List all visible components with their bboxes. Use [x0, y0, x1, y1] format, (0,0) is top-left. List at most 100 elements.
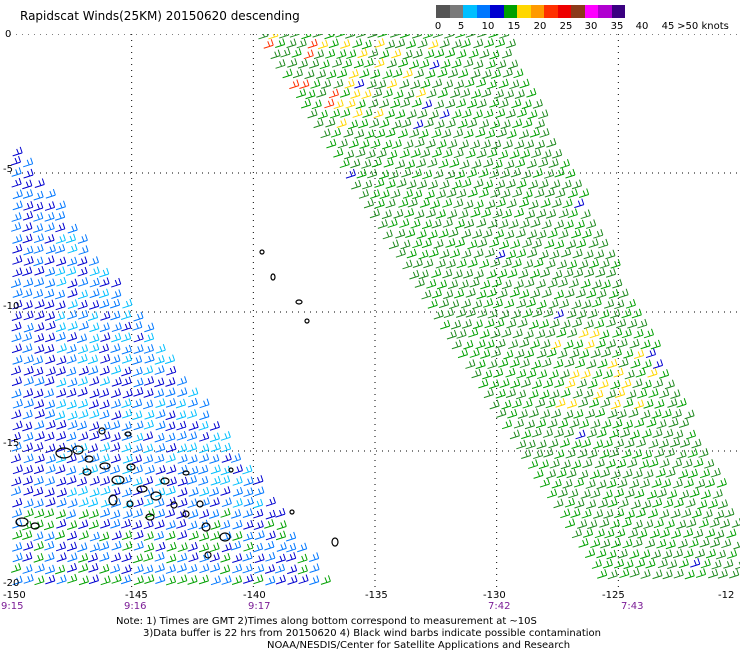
- wind-barb: [374, 198, 385, 209]
- wind-barb: [165, 530, 176, 541]
- island: [108, 494, 118, 506]
- wind-barb: [633, 349, 645, 359]
- wind-barb: [66, 366, 77, 377]
- wind-barb: [532, 307, 543, 318]
- wind-barb: [455, 308, 467, 318]
- wind-barb: [232, 553, 243, 563]
- wind-barb: [89, 531, 100, 542]
- wind-barb: [591, 297, 602, 308]
- wind-barb: [567, 259, 578, 270]
- wind-barb: [521, 169, 532, 180]
- wind-barb: [78, 497, 89, 508]
- wind-barb: [567, 328, 578, 338]
- wind-barb: [574, 198, 585, 209]
- wind-barb: [10, 432, 21, 442]
- wind-barb: [580, 489, 591, 499]
- wind-barb: [489, 168, 500, 179]
- wind-barb: [99, 277, 110, 287]
- wind-barb: [403, 139, 414, 150]
- wind-barb: [120, 574, 132, 585]
- wind-barb: [698, 518, 709, 529]
- wind-barb: [505, 367, 516, 378]
- wind-barb: [199, 432, 210, 442]
- wind-barb: [477, 238, 488, 248]
- wind-barb: [421, 289, 432, 300]
- wind-barb: [591, 279, 602, 290]
- wind-barb: [67, 420, 78, 430]
- wind-barb: [496, 59, 507, 70]
- wind-barb: [379, 49, 390, 60]
- wind-barb: [514, 348, 525, 359]
- wind-barb: [326, 138, 337, 149]
- colorbar-label: 45: [661, 21, 675, 32]
- wind-barb: [187, 498, 198, 509]
- wind-barb: [88, 311, 99, 321]
- wind-barb: [583, 249, 594, 260]
- wind-barb: [221, 497, 232, 508]
- wind-barb: [65, 509, 76, 519]
- wind-barb: [401, 118, 412, 128]
- wind-barb: [554, 239, 565, 250]
- wind-barb: [66, 453, 77, 464]
- wind-barb: [44, 531, 55, 542]
- wind-barb: [538, 179, 549, 189]
- wind-barb: [275, 38, 286, 48]
- wind-barb: [635, 367, 646, 378]
- wind-barb: [433, 99, 445, 110]
- wind-barb: [44, 222, 55, 233]
- wind-barb: [438, 158, 449, 169]
- wind-barb: [67, 256, 78, 267]
- wind-barb: [599, 259, 610, 269]
- wind-barb: [143, 365, 154, 376]
- wind-barb: [535, 329, 546, 339]
- wind-barb: [516, 298, 527, 309]
- wind-barb: [407, 197, 418, 208]
- wind-barb: [622, 468, 633, 479]
- wind-barb: [404, 159, 416, 170]
- island: [201, 522, 211, 532]
- wind-barb: [538, 459, 549, 470]
- wind-barb: [553, 309, 564, 319]
- wind-barb: [549, 389, 560, 400]
- wind-barb: [242, 551, 253, 562]
- wind-barb: [111, 364, 122, 375]
- wind-barb: [404, 89, 415, 100]
- wind-barb: [361, 159, 372, 169]
- wind-barb: [402, 259, 413, 270]
- wind-barb: [12, 189, 23, 200]
- wind-barb: [99, 409, 110, 420]
- wind-barb: [166, 464, 177, 475]
- wind-barb: [395, 109, 406, 119]
- wind-barb: [601, 419, 612, 429]
- wind-barb: [12, 299, 23, 310]
- wind-barb: [45, 320, 56, 331]
- wind-barb: [445, 48, 456, 58]
- wind-barb: [464, 78, 475, 88]
- wind-barb: [98, 343, 110, 354]
- wind-barb: [154, 552, 165, 562]
- wind-barb: [155, 420, 166, 431]
- wind-barb: [501, 258, 512, 268]
- wind-barb: [615, 528, 626, 538]
- wind-barb: [210, 575, 221, 586]
- wind-barb: [610, 258, 621, 269]
- lon-tick-label: -130: [483, 590, 506, 601]
- wind-barb: [517, 409, 528, 419]
- wind-barb: [515, 389, 527, 400]
- wind-barb: [428, 109, 439, 120]
- wind-barb: [220, 486, 231, 496]
- wind-barb: [10, 453, 22, 464]
- colorbar-swatch: [584, 5, 598, 18]
- wind-barb: [353, 58, 364, 69]
- swath-time-label: 7:43: [621, 601, 644, 612]
- wind-barb: [656, 538, 667, 549]
- wind-barb: [686, 518, 697, 528]
- wind-barb: [33, 553, 44, 563]
- wind-barb: [434, 48, 445, 59]
- wind-barb: [133, 575, 144, 586]
- wind-barb: [656, 488, 667, 498]
- wind-barb: [359, 68, 370, 79]
- wind-barb: [480, 208, 492, 218]
- wind-barb: [555, 398, 566, 408]
- wind-barb: [23, 245, 34, 256]
